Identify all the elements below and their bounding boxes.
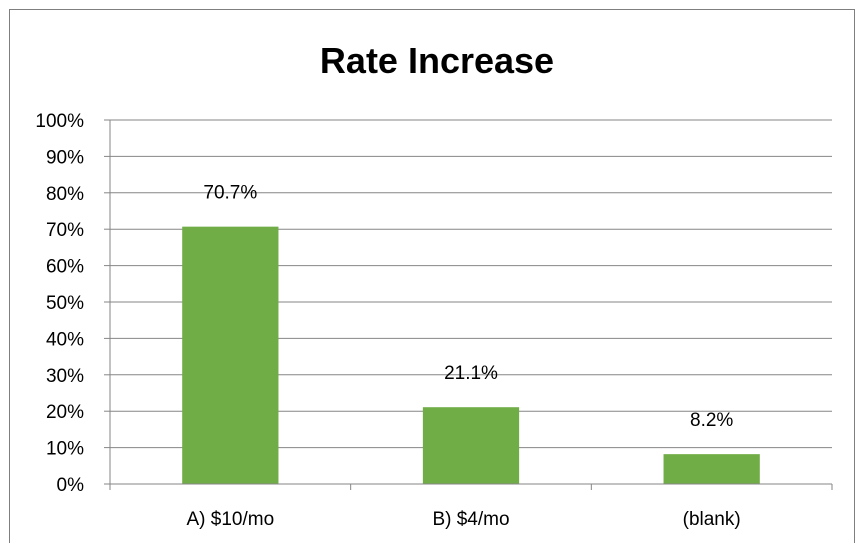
y-tick-label: 50%	[46, 293, 84, 314]
y-axis-tick-labels: 0% 10% 20% 30% 40% 50% 60% 70% 80% 90% 100%	[35, 111, 84, 496]
bars	[182, 226, 760, 485]
x-axis-category-labels: A) $10/mo B) $4/mo (blank)	[187, 509, 741, 530]
axes	[109, 120, 833, 490]
bar	[663, 454, 760, 484]
y-tick-label: 40%	[46, 329, 84, 350]
y-tick-label: 100%	[35, 111, 84, 132]
y-tick-label: 60%	[46, 257, 84, 278]
y-tick-label: 20%	[46, 402, 84, 423]
y-tick-label: 10%	[46, 439, 84, 460]
y-tick-label: 90%	[46, 147, 84, 168]
data-label: 8.2%	[690, 410, 733, 431]
bar	[422, 407, 520, 484]
data-label: 70.7%	[203, 183, 257, 204]
data-label: 21.1%	[444, 363, 498, 384]
y-tick-label: 30%	[46, 366, 84, 387]
x-category-label: B) $4/mo	[432, 509, 509, 530]
y-tick-label: 80%	[46, 184, 84, 205]
data-labels: 70.7% 21.1% 8.2%	[203, 183, 733, 432]
x-category-label: (blank)	[683, 509, 741, 530]
y-tick-label: 70%	[46, 220, 84, 241]
y-tick-label: 0%	[57, 475, 85, 496]
chart-title: Rate Increase	[320, 40, 554, 81]
bar	[182, 226, 279, 485]
x-category-label: A) $10/mo	[187, 509, 275, 530]
